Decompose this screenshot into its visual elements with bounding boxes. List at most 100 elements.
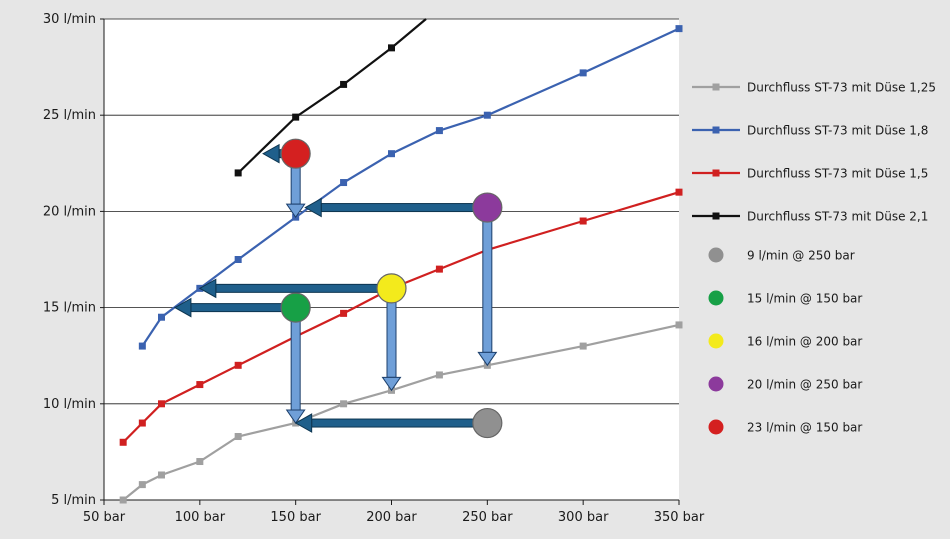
operating-point-circle <box>280 138 311 169</box>
legend-label: 15 l/min @ 150 bar <box>747 292 862 306</box>
data-point-marker <box>234 169 242 177</box>
data-point-marker <box>234 361 242 369</box>
arrow-head <box>285 203 306 219</box>
arrow-shaft <box>290 307 301 411</box>
legend-label: Durchfluss ST-73 mit Düse 2,1 <box>747 210 928 224</box>
data-point-marker <box>435 265 443 273</box>
data-point-marker <box>579 217 587 225</box>
arrow-shaft <box>320 203 488 213</box>
arrow-shaft <box>215 283 392 293</box>
data-point-marker <box>119 438 127 446</box>
data-point-marker <box>483 111 491 119</box>
legend-marker <box>712 126 720 134</box>
arrow-head <box>198 278 217 299</box>
data-point-marker <box>158 400 165 408</box>
data-point-marker <box>340 400 348 408</box>
plot-background <box>104 19 679 500</box>
y-tick-label: 10 l/min <box>43 397 96 412</box>
legend-label: Durchfluss ST-73 mit Düse 1,8 <box>747 124 928 138</box>
data-point-marker <box>388 150 395 158</box>
legend-dot <box>708 333 724 349</box>
legend-marker <box>712 212 720 220</box>
legend-dot <box>708 419 724 435</box>
data-point-marker <box>138 419 146 427</box>
arrow-head <box>173 297 192 318</box>
x-tick-label: 250 bar <box>462 510 513 525</box>
arrow-head <box>262 143 280 164</box>
x-tick-label: 350 bar <box>654 510 705 525</box>
legend-item-point-2: 15 l/min @ 150 bar <box>708 290 862 306</box>
legend-item-series-1: Durchfluss ST-73 mit Düse 1,25 <box>692 81 936 95</box>
operating-point-circle <box>472 192 503 223</box>
data-point-marker <box>579 342 587 350</box>
y-tick-label: 20 l/min <box>43 204 96 219</box>
data-point-marker <box>388 44 395 52</box>
legend-marker <box>712 83 720 91</box>
legend-dot <box>708 247 724 263</box>
series-4 <box>234 18 427 177</box>
arrow-head <box>285 409 306 424</box>
legend-item-series-4: Durchfluss ST-73 mit Düse 2,1 <box>692 210 928 224</box>
data-point-marker <box>138 481 146 489</box>
series-layer <box>119 18 683 504</box>
arrow-head <box>304 197 322 218</box>
data-point-marker <box>435 127 443 135</box>
legend-item-point-4: 20 l/min @ 250 bar <box>708 376 862 392</box>
arrow-shaft <box>482 207 493 353</box>
data-point-marker <box>579 69 587 77</box>
data-point-marker <box>292 113 300 121</box>
data-point-marker <box>340 179 348 187</box>
legend-item-series-2: Durchfluss ST-73 mit Düse 1,8 <box>692 124 928 138</box>
data-point-marker <box>196 381 204 389</box>
legend-item-series-3: Durchfluss ST-73 mit Düse 1,5 <box>692 167 928 181</box>
data-point-marker <box>158 471 165 479</box>
arrow <box>173 297 297 318</box>
arrow-head <box>477 351 498 367</box>
y-tick-label: 25 l/min <box>43 108 96 123</box>
x-tick-label: 200 bar <box>366 510 417 525</box>
operating-point-circle <box>376 273 407 304</box>
arrow-head <box>294 413 313 433</box>
axes: 5 l/min 10 l/min 15 l/min 20 l/min 25 l/min 3… <box>43 12 705 525</box>
legend-dot <box>708 376 724 392</box>
legend-item-point-1: 9 l/min @ 250 bar <box>708 247 855 263</box>
legend: Durchfluss ST-73 mit Düse 1,25 Durchfluss… <box>692 81 936 435</box>
data-point-marker <box>196 458 204 466</box>
data-point-marker <box>675 25 683 33</box>
data-point-marker <box>340 80 348 88</box>
arrow-head <box>381 376 402 392</box>
data-point-marker <box>119 496 127 504</box>
data-point-marker <box>435 371 443 379</box>
legend-label: 20 l/min @ 250 bar <box>747 378 862 392</box>
data-point-marker <box>234 433 242 441</box>
legend-dot <box>708 290 724 306</box>
legend-marker <box>712 169 720 177</box>
legend-label: Durchfluss ST-73 mit Düse 1,25 <box>747 81 936 95</box>
data-point-marker <box>340 309 348 317</box>
legend-label: Durchfluss ST-73 mit Düse 1,5 <box>747 167 928 181</box>
arrow-shaft <box>190 303 297 313</box>
legend-item-point-5: 23 l/min @ 150 bar <box>708 419 862 435</box>
operating-point-circle <box>280 292 311 323</box>
points-layer <box>280 138 503 439</box>
x-tick-label: 150 bar <box>270 510 321 525</box>
legend-label: 23 l/min @ 150 bar <box>747 421 862 435</box>
arrows-layer <box>173 143 498 433</box>
legend-label: 16 l/min @ 200 bar <box>747 335 862 349</box>
x-tick-label: 50 bar <box>83 510 126 525</box>
data-point-marker <box>234 256 242 263</box>
legend-label: 9 l/min @ 250 bar <box>747 249 855 263</box>
data-point-marker <box>675 188 683 196</box>
operating-point-circle <box>472 407 503 439</box>
data-point-marker <box>158 313 165 321</box>
data-point-marker <box>138 342 146 350</box>
y-tick-label: 15 l/min <box>43 301 96 316</box>
legend-item-point-3: 16 l/min @ 200 bar <box>708 333 862 349</box>
x-tick-label: 300 bar <box>558 510 609 525</box>
x-tick-label: 100 bar <box>175 510 226 525</box>
data-point-marker <box>675 321 683 329</box>
y-tick-label: 5 l/min <box>51 493 96 508</box>
y-tick-label: 30 l/min <box>43 12 96 27</box>
